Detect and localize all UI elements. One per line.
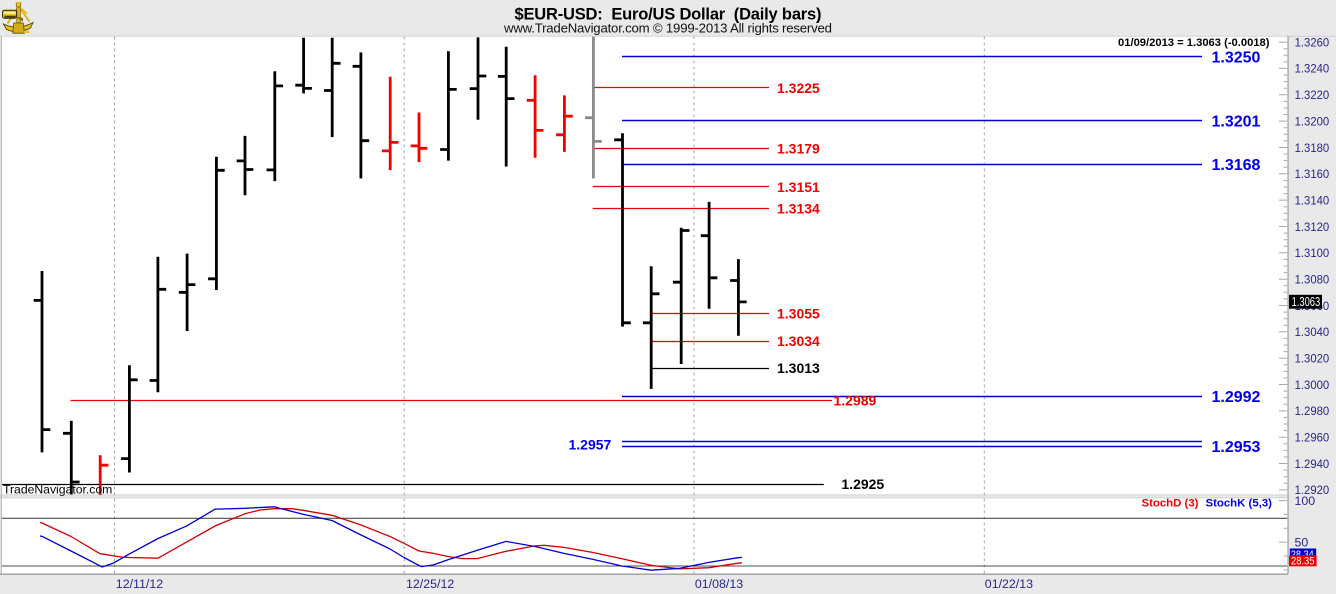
svg-text:01/22/13: 01/22/13	[985, 577, 1033, 591]
svg-text:1.3134: 1.3134	[777, 201, 820, 217]
svg-text:01/09/2013 = 1.3063 (-0.0018): 01/09/2013 = 1.3063 (-0.0018)	[1118, 37, 1270, 49]
svg-text:1.3000: 1.3000	[1295, 378, 1330, 392]
svg-text:1.2920: 1.2920	[1295, 483, 1330, 497]
svg-text:50: 50	[1295, 535, 1309, 549]
svg-text:$EUR-USD: Euro/US Dollar (Da: $EUR-USD: Euro/US Dollar (Daily bars)	[515, 6, 822, 24]
svg-text:1.3034: 1.3034	[777, 333, 820, 349]
svg-text:1.3140: 1.3140	[1295, 193, 1330, 207]
svg-text:1.2960: 1.2960	[1295, 431, 1330, 445]
svg-text:1.3240: 1.3240	[1295, 62, 1330, 76]
svg-text:TradeNavigator.com: TradeNavigator.com	[3, 483, 112, 497]
svg-text:01/08/13: 01/08/13	[695, 577, 743, 591]
svg-text:StochD (3): StochD (3)	[1142, 497, 1199, 509]
svg-text:1.3013: 1.3013	[777, 360, 820, 376]
svg-text:1.3063: 1.3063	[1292, 295, 1321, 309]
svg-text:1.2953: 1.2953	[1212, 439, 1261, 456]
svg-text:www.TradeNavigator.com © 1999-: www.TradeNavigator.com © 1999-2013 All r…	[503, 21, 832, 36]
svg-text:1.2925: 1.2925	[841, 476, 884, 492]
svg-text:1.3180: 1.3180	[1295, 141, 1330, 155]
svg-text:1.3151: 1.3151	[777, 179, 820, 195]
svg-text:1.3160: 1.3160	[1295, 167, 1330, 181]
svg-text:28.35: 28.35	[1291, 556, 1315, 568]
svg-text:1.3080: 1.3080	[1295, 273, 1330, 287]
svg-text:1.2992: 1.2992	[1212, 389, 1261, 406]
svg-text:1.3040: 1.3040	[1295, 325, 1330, 339]
svg-text:1.3020: 1.3020	[1295, 352, 1330, 366]
svg-text:12/11/12: 12/11/12	[116, 577, 163, 591]
svg-text:1.3055: 1.3055	[777, 305, 820, 321]
svg-text:1.3100: 1.3100	[1295, 246, 1330, 260]
svg-text:1.2980: 1.2980	[1295, 404, 1330, 418]
svg-text:1.2957: 1.2957	[569, 436, 612, 452]
svg-text:1.2989: 1.2989	[834, 393, 877, 409]
svg-text:1.2940: 1.2940	[1295, 457, 1330, 471]
svg-text:1.3120: 1.3120	[1295, 220, 1330, 234]
svg-text:1.3250: 1.3250	[1212, 50, 1261, 67]
svg-text:100: 100	[1295, 494, 1316, 508]
svg-text:12/25/12: 12/25/12	[406, 577, 454, 591]
svg-text:28.34: 28.34	[1291, 549, 1314, 561]
svg-text:1.3179: 1.3179	[777, 141, 820, 157]
svg-text:1.3220: 1.3220	[1295, 88, 1330, 102]
svg-text:StochK (5,3): StochK (5,3)	[1206, 497, 1273, 509]
svg-text:1.3168: 1.3168	[1212, 157, 1261, 174]
svg-text:1.3260: 1.3260	[1295, 35, 1330, 49]
svg-text:1.3200: 1.3200	[1295, 114, 1330, 128]
svg-text:1.3225: 1.3225	[777, 80, 820, 96]
svg-text:1.3201: 1.3201	[1212, 114, 1261, 131]
